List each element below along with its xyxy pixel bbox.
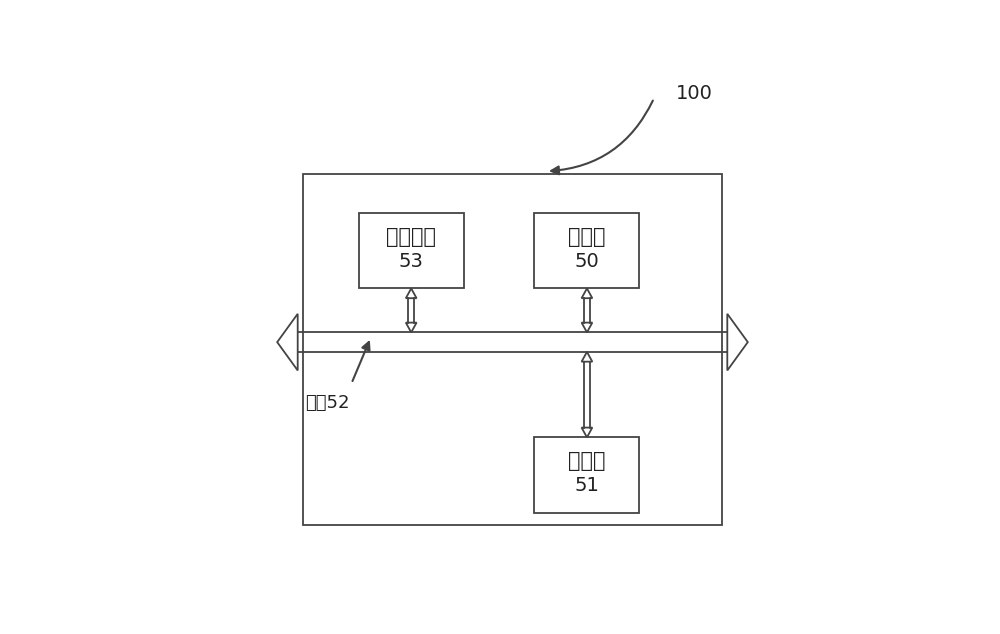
- Text: 总线52: 总线52: [305, 394, 350, 412]
- Text: 通信接口: 通信接口: [386, 227, 436, 247]
- Bar: [534, 437, 639, 513]
- Text: 51: 51: [575, 476, 599, 495]
- Text: 53: 53: [399, 252, 424, 271]
- Text: 100: 100: [676, 84, 713, 103]
- Text: 存储器: 存储器: [568, 451, 606, 472]
- Bar: [359, 213, 464, 288]
- Text: 50: 50: [575, 252, 599, 271]
- Bar: [534, 213, 639, 288]
- Bar: [303, 174, 722, 525]
- Text: 处理器: 处理器: [568, 227, 606, 247]
